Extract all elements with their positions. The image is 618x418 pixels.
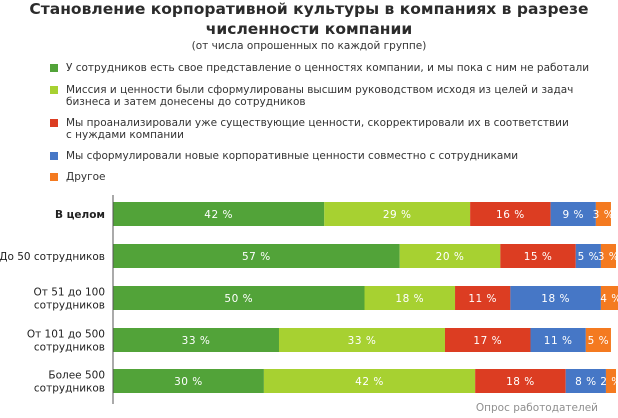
bar-segment	[444, 328, 531, 352]
legend-label-2: Миссия и ценности были сформулированы вы…	[66, 84, 596, 108]
bar-segment	[278, 328, 445, 352]
legend-label-1-line-1: У сотрудников есть свое представление о …	[66, 62, 590, 74]
data-label: 30 %	[174, 376, 203, 388]
data-label: 9 %	[562, 209, 584, 221]
bar-segment	[263, 369, 476, 393]
data-label: 42 %	[355, 376, 384, 388]
bar-segment	[575, 244, 601, 268]
bar-segment	[550, 202, 596, 226]
bar-segment	[600, 244, 616, 268]
data-label: 15 %	[524, 251, 553, 263]
bar-segment	[510, 286, 601, 310]
category-label: До 50 сотрудников	[0, 251, 105, 263]
bar-segment	[113, 202, 325, 226]
data-label: 8 %	[575, 376, 597, 388]
data-label: 18 %	[541, 293, 570, 305]
bar-segment	[600, 286, 618, 310]
legend-label-3-line-1: Мы проанализировали уже существующие цен…	[66, 117, 569, 129]
bar-segment	[565, 369, 606, 393]
bar-segment	[324, 202, 471, 226]
legend-swatch-3	[50, 119, 58, 127]
bar-segment	[113, 369, 264, 393]
data-label: 33 %	[182, 335, 211, 347]
data-label: 42 %	[204, 209, 233, 221]
legend-label-1: У сотрудников есть свое представление о …	[66, 62, 596, 74]
data-label: 3 %	[598, 251, 618, 263]
legend-label-2-line-1: Миссия и ценности были сформулированы вы…	[66, 84, 574, 96]
legend-label-5-line-1: Другое	[66, 171, 106, 183]
chart-title-line-2: численности компании	[205, 20, 413, 38]
bar-segment	[585, 328, 611, 352]
data-label: 18 %	[506, 376, 535, 388]
chart-subtitle: (от числа опрошенных по каждой группе)	[191, 40, 427, 52]
bar-segment	[595, 202, 611, 226]
data-label: 20 %	[436, 251, 465, 263]
legend-swatch-4	[50, 152, 58, 160]
legend-label-4-line-1: Мы сформулировали новые корпоративные це…	[66, 150, 519, 162]
data-label: 57 %	[242, 251, 271, 263]
bar-segment	[113, 244, 400, 268]
category-label: От 101 до 500	[27, 329, 105, 341]
source-credit: Опрос работодателей	[475, 402, 598, 414]
data-label: 50 %	[224, 293, 253, 305]
legend-label-5: Другое	[66, 171, 596, 183]
legend-label-3-line-2: с нуждами компании	[66, 129, 184, 141]
category-label: сотрудников	[34, 383, 105, 395]
data-label: 2 %	[600, 376, 618, 388]
bar-segment	[364, 286, 456, 310]
category-label: Более 500	[48, 370, 105, 382]
data-label: 3 %	[593, 209, 615, 221]
category-label: В целом	[55, 209, 105, 221]
legend-swatch-1	[50, 64, 58, 72]
data-label: 5 %	[588, 335, 610, 347]
bar-segment	[113, 328, 279, 352]
bar-segment	[500, 244, 576, 268]
chart-title-line-1: Становление корпоративной культуры в ком…	[29, 0, 589, 18]
data-label: 4 %	[600, 293, 618, 305]
bar-segment	[399, 244, 501, 268]
data-label: 17 %	[473, 335, 502, 347]
bar-segment	[470, 202, 551, 226]
legend-swatch-2	[50, 86, 58, 94]
category-label: сотрудников	[34, 300, 105, 312]
data-label: 29 %	[383, 209, 412, 221]
data-label: 11 %	[468, 293, 497, 305]
category-label: сотрудников	[34, 342, 105, 354]
data-label: 16 %	[496, 209, 525, 221]
bar-segment	[455, 286, 511, 310]
legend-label-2-line-2: бизнеса и затем донесены до сотрудников	[66, 96, 306, 108]
data-label: 18 %	[395, 293, 424, 305]
legend-label-3: Мы проанализировали уже существующие цен…	[66, 117, 596, 141]
bar-segment	[605, 369, 616, 393]
category-label: От 51 до 100	[34, 287, 105, 299]
legend-swatch-5	[50, 173, 58, 181]
legend-label-4: Мы сформулировали новые корпоративные це…	[66, 150, 596, 162]
bar-segment	[113, 286, 365, 310]
bar-segment	[475, 369, 566, 393]
bar-segment	[530, 328, 586, 352]
data-label: 5 %	[578, 251, 600, 263]
data-label: 33 %	[348, 335, 377, 347]
data-label: 11 %	[544, 335, 573, 347]
